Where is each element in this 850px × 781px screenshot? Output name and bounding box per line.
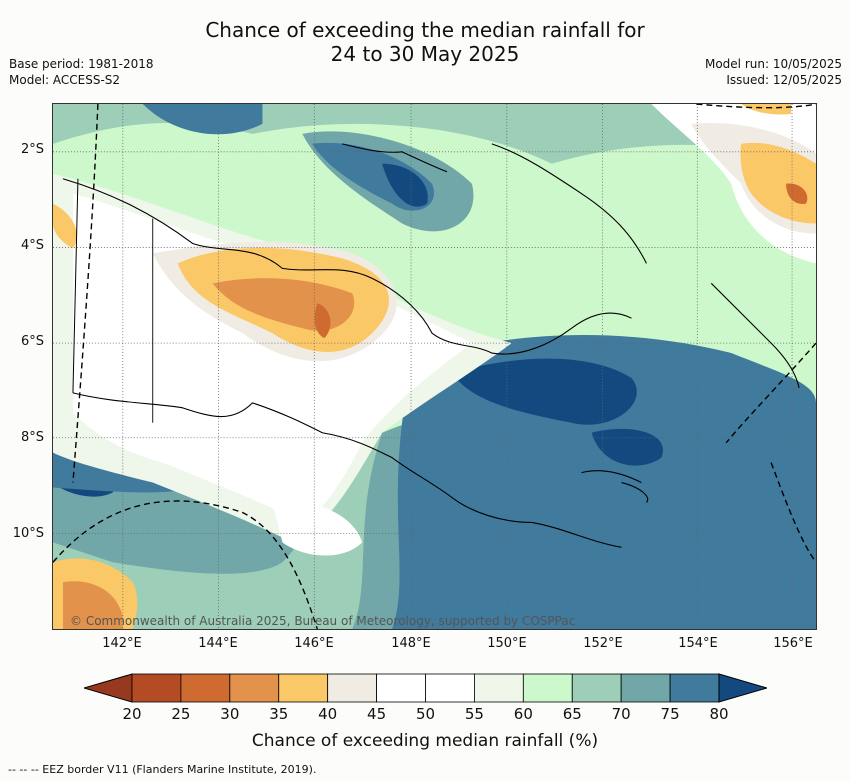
- lon-label-148e: 148°E: [391, 636, 431, 651]
- colorbar-tick-label: 35: [269, 705, 289, 723]
- meta-left: Base period: 1981-2018 Model: ACCESS-S2: [9, 56, 154, 88]
- lat-label-2s: 2°S: [20, 142, 44, 157]
- lon-label-152e: 152°E: [583, 636, 623, 651]
- lon-label-146e: 146°E: [294, 636, 334, 651]
- colorbar-tick-label: 50: [415, 705, 436, 723]
- colorbar-tick-label: 75: [660, 705, 680, 723]
- colorbar-bin: [620, 673, 671, 703]
- title-line-2: 24 to 30 May 2025: [330, 42, 520, 66]
- meta-right: Model run: 10/05/2025 Issued: 12/05/2025: [705, 56, 842, 88]
- issued-date: Issued: 12/05/2025: [726, 73, 842, 87]
- colorbar-tick-label: 30: [220, 705, 240, 723]
- lat-label-4s: 4°S: [20, 238, 44, 253]
- model-run: Model run: 10/05/2025: [704, 57, 842, 71]
- title-line-1: Chance of exceeding the median rainfall …: [205, 18, 645, 42]
- colorbar: [84, 673, 767, 703]
- colorbar-bin: [229, 673, 280, 703]
- map-title: Chance of exceeding the median rainfall …: [0, 18, 850, 66]
- lat-label-6s: 6°S: [20, 334, 44, 349]
- lon-label-142e: 142°E: [102, 636, 142, 651]
- colorbar-over-arrow: [718, 673, 767, 703]
- eez-legend-note: -- -- -- EEZ border V11 (Flanders Marine…: [8, 763, 317, 776]
- lon-label-150e: 150°E: [487, 636, 527, 651]
- copyright-notice: © Commonwealth of Australia 2025, Bureau…: [70, 614, 576, 628]
- lat-label-10s: 10°S: [12, 526, 44, 541]
- colorbar-bin: [131, 673, 182, 703]
- colorbar-tick-label: 25: [171, 705, 191, 723]
- colorbar-tick-label: 40: [318, 705, 338, 723]
- colorbar-tick-label: 80: [709, 705, 729, 723]
- colorbar-bin: [669, 673, 720, 703]
- model-name: Model: ACCESS-S2: [9, 73, 121, 87]
- colorbar-bin: [327, 673, 377, 703]
- lon-label-144e: 144°E: [198, 636, 238, 651]
- lat-label-8s: 8°S: [20, 430, 44, 445]
- colorbar-bin: [180, 673, 231, 703]
- lon-label-154e: 154°E: [678, 636, 718, 651]
- base-period: Base period: 1981-2018: [9, 57, 154, 71]
- rainfall-map: [52, 103, 817, 630]
- colorbar-bin: [522, 673, 573, 703]
- colorbar-bin: [474, 673, 524, 703]
- colorbar-tick-label: 45: [367, 705, 387, 723]
- lon-label-156e: 156°E: [773, 636, 813, 651]
- colorbar-bin: [571, 673, 622, 703]
- colorbar-bin: [425, 673, 475, 703]
- colorbar-tick-label: 60: [513, 705, 533, 723]
- colorbar-bin: [278, 673, 329, 703]
- colorbar-tick-label: 65: [562, 705, 582, 723]
- colorbar-label: Chance of exceeding median rainfall (%): [251, 731, 599, 751]
- colorbar-tick-label: 70: [611, 705, 631, 723]
- colorbar-tick-label: 55: [464, 705, 484, 723]
- colorbar-bin: [376, 673, 426, 703]
- colorbar-under-arrow: [84, 673, 133, 703]
- colorbar-tick-label: 20: [122, 705, 142, 723]
